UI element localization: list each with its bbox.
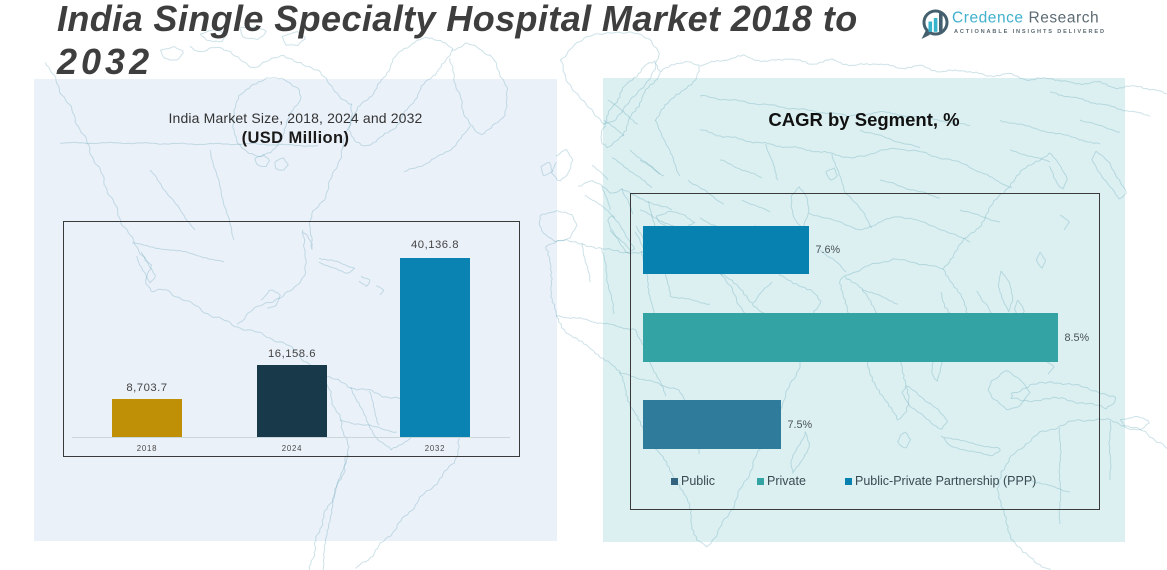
svg-text:Credence Research: Credence Research — [952, 10, 1099, 27]
svg-text:ACTIONABLE INSIGHTS DELIVERED: ACTIONABLE INSIGHTS DELIVERED — [954, 29, 1106, 35]
